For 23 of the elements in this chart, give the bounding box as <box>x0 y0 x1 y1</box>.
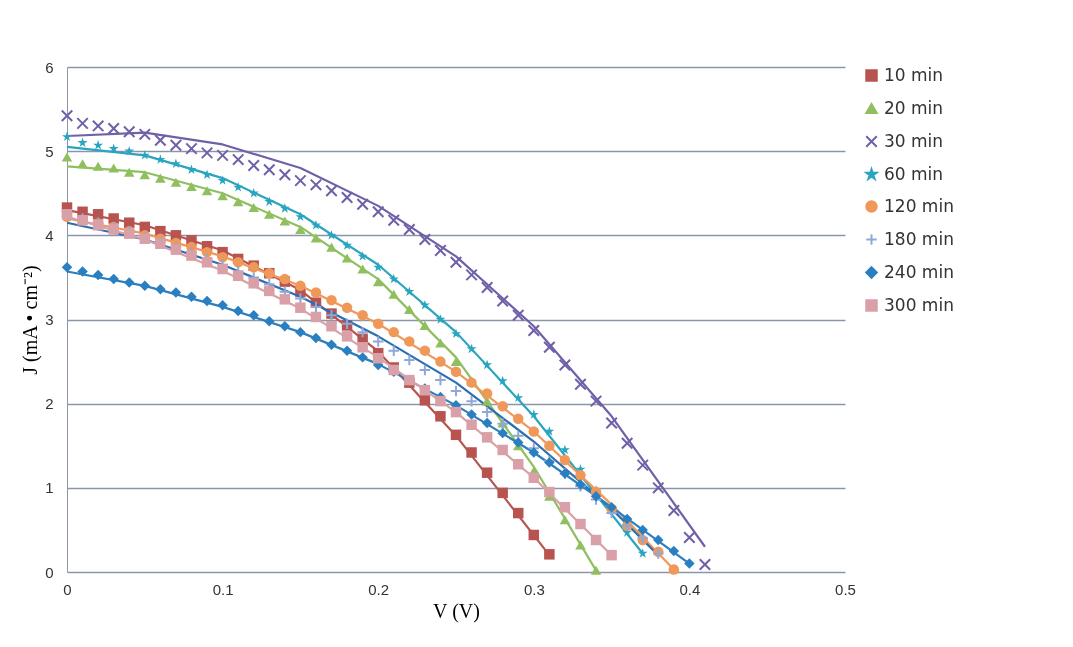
x-axis-title: V (V) <box>433 599 480 623</box>
y-tick-label: 2 <box>45 395 54 413</box>
legend-label: 180 min <box>884 228 954 249</box>
y-tick-label: 5 <box>45 142 54 160</box>
legend-label: 240 min <box>884 261 954 282</box>
legend-label: 300 min <box>884 294 954 315</box>
x-tick-label: 0.4 <box>679 580 701 598</box>
x-tick-label: 0.1 <box>212 580 234 598</box>
y-tick-label: 1 <box>45 479 54 497</box>
legend-label: 120 min <box>884 195 954 216</box>
x-tick-label: 0 <box>63 580 72 598</box>
y-tick-label: 0 <box>45 563 54 581</box>
x-tick-label: 0.5 <box>835 580 856 598</box>
legend-label: 20 min <box>884 97 944 118</box>
legend-label: 10 min <box>884 64 944 85</box>
y-tick-label: 3 <box>45 311 54 328</box>
y-tick-label: 4 <box>45 226 54 244</box>
x-tick-label: 0.2 <box>368 580 390 598</box>
y-axis-title: J (mA • cm⁻²) <box>19 265 43 375</box>
legend-label: 30 min <box>884 130 944 151</box>
y-tick-label: 6 <box>45 58 54 76</box>
legend-label: 60 min <box>884 163 944 184</box>
x-tick-label: 0.3 <box>523 580 545 598</box>
